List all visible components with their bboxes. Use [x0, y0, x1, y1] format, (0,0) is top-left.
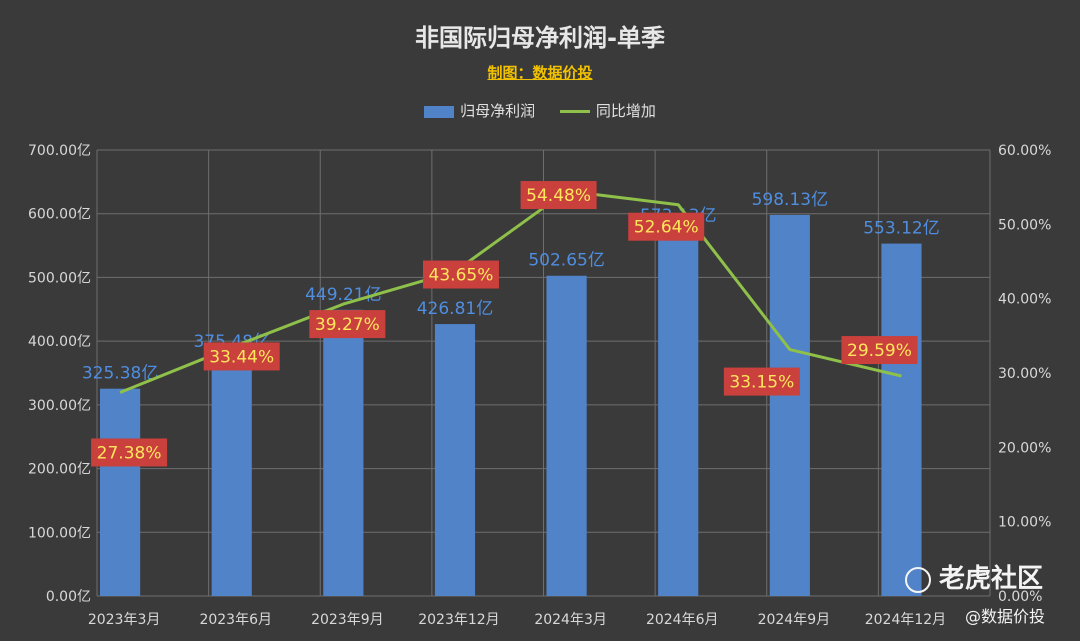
line-value-label-box [203, 342, 280, 371]
tiger-logo-icon [905, 566, 931, 593]
y-right-tick-label: 50.00% [998, 217, 1051, 233]
line-value-label-box [422, 260, 499, 289]
x-tick-label: 2024年12月 [865, 612, 946, 628]
watermark-brand-text: 老虎社区 [939, 564, 1044, 594]
y-right-tick-label: 30.00% [998, 366, 1051, 382]
y-left-tick-label: 400.00亿 [28, 334, 91, 350]
bar [658, 230, 699, 596]
line-value-label: 29.59% [847, 341, 912, 361]
y-right-tick-label: 60.00% [998, 143, 1051, 159]
x-tick-label: 2024年6月 [646, 612, 719, 628]
y-left-tick-label: 500.00亿 [28, 270, 91, 286]
line-value-label-box [841, 336, 918, 365]
bar-value-label: 598.13亿 [752, 190, 828, 210]
y-right-tick-label: 10.00% [998, 515, 1051, 531]
y-left-tick-label: 300.00亿 [28, 398, 91, 414]
y-left-tick-label: 0.00亿 [46, 589, 91, 605]
bar [769, 214, 810, 596]
y-right-tick-label: 0.00% [998, 589, 1042, 605]
watermark-author: @数据价投 [965, 607, 1046, 626]
bar [546, 275, 587, 596]
legend-swatch-bar [424, 105, 455, 118]
line-value-label-box [723, 367, 800, 396]
x-tick-label: 2023年6月 [199, 612, 272, 628]
legend-label-bar: 归母净利润 [460, 102, 536, 120]
bar [323, 309, 364, 596]
line-value-label-box [309, 310, 386, 339]
legend-swatch-line [559, 110, 590, 113]
x-tick-label: 2023年3月 [88, 612, 161, 628]
y-left-tick-label: 600.00亿 [28, 207, 91, 223]
bar-value-label: 426.81亿 [417, 299, 493, 319]
y-right-tick-label: 20.00% [998, 440, 1051, 456]
bar [434, 324, 476, 596]
line-value-label: 27.38% [97, 443, 162, 463]
x-tick-label: 2023年12月 [418, 612, 499, 628]
bar-value-label: 502.65亿 [528, 251, 604, 271]
bar-value-label: 325.38亿 [82, 364, 158, 384]
bar [100, 388, 141, 596]
y-right-tick-label: 40.00% [998, 292, 1051, 308]
line-value-label: 52.64% [634, 218, 699, 238]
line-value-label-box [91, 438, 168, 467]
bar [211, 356, 252, 596]
x-tick-label: 2024年9月 [758, 612, 831, 628]
line-value-label: 33.15% [729, 373, 794, 393]
x-tick-label: 2024年3月 [534, 612, 607, 628]
chart-title: 非国际归母净利润-单季 [415, 24, 665, 52]
y-left-tick-label: 100.00亿 [28, 525, 91, 541]
x-tick-label: 2023年9月 [311, 612, 384, 628]
y-left-tick-label: 200.00亿 [28, 462, 91, 478]
watermark-brand: 老虎社区 [905, 558, 1043, 595]
legend-item-bar: 归母净利润 [424, 100, 535, 121]
bar-value-label: 553.12亿 [863, 219, 939, 239]
line-value-label: 54.48% [526, 186, 591, 206]
line-series [119, 189, 902, 394]
line-value-label-box [520, 181, 597, 210]
line-value-label-box [628, 212, 705, 241]
line-value-label: 33.44% [209, 347, 274, 367]
legend-item-line: 同比增加 [559, 100, 656, 121]
chart-legend: 归母净利润 同比增加 [0, 100, 1080, 121]
chart-subtitle: 制图：数据价投 [487, 64, 593, 82]
y-left-tick-label: 700.00亿 [28, 143, 91, 159]
line-value-label: 39.27% [315, 315, 380, 335]
line-value-label: 43.65% [429, 266, 494, 286]
legend-label-line: 同比增加 [595, 102, 656, 120]
bar [881, 243, 922, 596]
